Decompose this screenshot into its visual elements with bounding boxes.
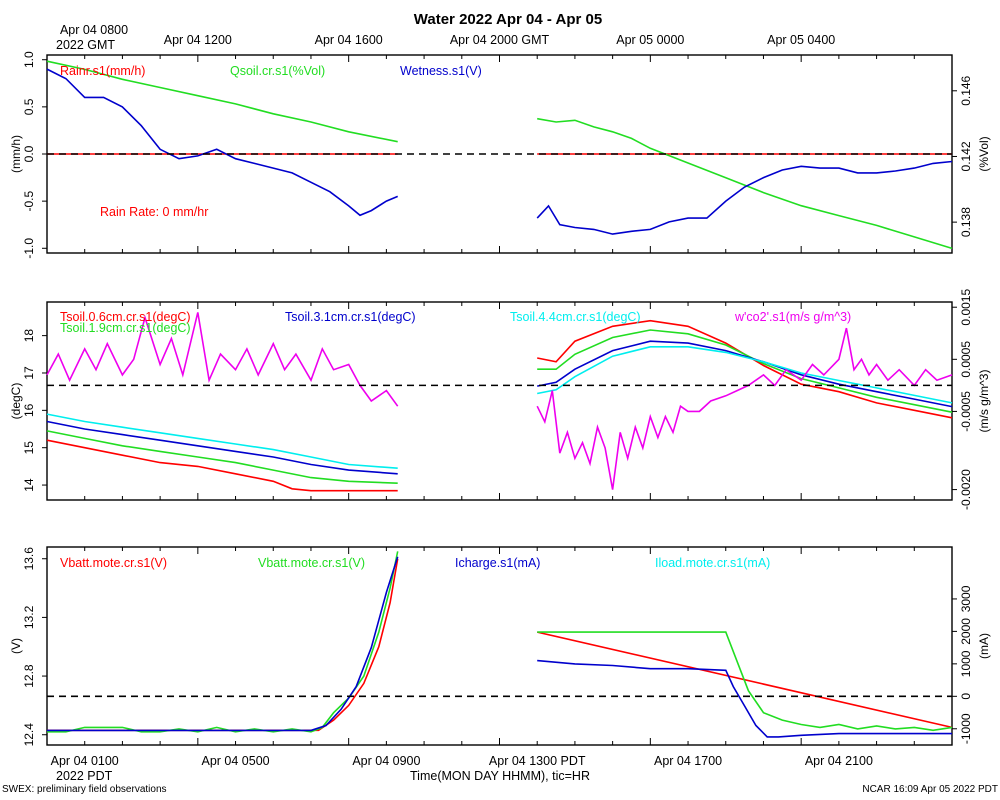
series-line	[46, 312, 399, 407]
legend-label: Tsoil.4.4cm.cr.s1(degC)	[510, 310, 641, 324]
right-y-tick-label: 2000	[959, 618, 973, 645]
top-year-label: 2022 GMT	[56, 38, 115, 52]
right-y-tick-label: 1000	[959, 650, 973, 677]
legend-label: Tsoil.1.9cm.cr.s1(degC)	[60, 321, 191, 335]
series-line	[46, 60, 398, 143]
left-y-tick-label: 15	[22, 441, 36, 455]
series-line	[537, 340, 953, 408]
series-line	[46, 430, 398, 484]
right-y-tick-label: 0.142	[959, 141, 973, 171]
top-time-label: Apr 04 2000 GMT	[450, 33, 550, 47]
left-y-tick-label: 16	[22, 403, 36, 417]
left-y-tick-label: 17	[22, 366, 36, 380]
footer-left-note: SWEX: preliminary field observations	[2, 784, 167, 795]
left-y-tick-label: 13.6	[22, 547, 36, 571]
panel-frame	[46, 546, 953, 746]
legend-label: w'co2'.s1(m/s g/m^3)	[734, 310, 851, 324]
series-line	[537, 345, 953, 404]
footer-right-note: NCAR 16:09 Apr 05 2022 PDT	[862, 784, 998, 795]
bottom-time-label: Apr 04 1300 PDT	[489, 754, 586, 768]
series-line	[537, 659, 952, 738]
series-line	[537, 319, 953, 419]
right-y-tick-label: 0.146	[959, 75, 973, 105]
rain-rate-annotation: Rain Rate: 0 mm/hr	[100, 205, 208, 219]
right-y-tick-label: 0.0005	[959, 341, 973, 378]
right-axis-label: (%Vol)	[977, 136, 991, 171]
legend-label: Vbatt.mote.cr.s1(V)	[258, 556, 365, 570]
left-y-tick-label: 1.0	[22, 51, 36, 68]
left-y-tick-label: -1.0	[22, 238, 36, 259]
series-line	[46, 68, 399, 217]
series-line	[536, 327, 953, 490]
bottom-time-label: Apr 04 0100	[51, 754, 119, 768]
series-line	[46, 439, 398, 492]
left-y-tick-label: 0.0	[22, 145, 36, 162]
chart-title: Water 2022 Apr 04 - Apr 05	[414, 11, 602, 28]
left-y-tick-label: 0.5	[22, 98, 36, 115]
top-gmt-time-labels: Apr 04 0800 Apr 04 1200 Apr 04 1600 Apr 04 …	[60, 23, 835, 47]
left-y-tick-label: -0.5	[22, 190, 36, 211]
top-time-label: Apr 05 0400	[767, 33, 835, 47]
legend-label: Vbatt.mote.cr.s1(V)	[60, 556, 167, 570]
left-y-tick-label: 14	[22, 478, 36, 492]
right-y-tick-label: 0.0015	[959, 289, 973, 326]
series-line	[537, 117, 953, 250]
series-line	[537, 329, 953, 413]
legend-label: Rainr.s1(mm/h)	[60, 64, 145, 78]
series-line	[47, 556, 399, 732]
series-line	[536, 160, 953, 235]
left-axis-label: (degC)	[9, 383, 23, 420]
bottom-time-label: Apr 04 1700	[654, 754, 722, 768]
legend-label: Iload.mote.cr.s1(mA)	[655, 556, 770, 570]
legend-label: Qsoil.cr.s1(%Vol)	[230, 64, 325, 78]
series-line	[537, 631, 953, 732]
bottom-pdt-time-labels: Apr 04 0100 Apr 04 0500 Apr 04 0900 Apr 04 …	[51, 754, 873, 768]
legend-label: Tsoil.0.6cm.cr.s1(degC)	[60, 310, 191, 324]
right-y-tick-label: -0.0005	[959, 391, 973, 432]
panel-water: 1.0 0.5 0.0 -0.5 -1.0 (mm/h) 0.146 0.142 0.138 (%…	[9, 51, 991, 259]
series-line	[46, 420, 398, 475]
right-y-tick-label: -0.0020	[959, 469, 973, 510]
bottom-time-label: Apr 04 2100	[805, 754, 873, 768]
panel-battery: 13.6 13.2 12.8 12.4 (V) 3000 2000 1000 0 -1000 (mA…	[9, 546, 991, 747]
left-axis-label: (mm/h)	[9, 135, 23, 173]
right-y-tick-label: 0.138	[959, 207, 973, 237]
legend-label: Tsoil.3.1cm.cr.s1(degC)	[285, 310, 416, 324]
legend-label: Icharge.s1(mA)	[455, 556, 540, 570]
top-time-label: Apr 04 0800	[60, 23, 128, 37]
left-y-tick-label: 12.4	[22, 723, 36, 747]
left-y-tick-label: 18	[22, 329, 36, 343]
right-y-tick-label: 3000	[959, 585, 973, 612]
right-y-tick-label: -1000	[959, 713, 973, 744]
series-line	[47, 551, 399, 733]
left-y-tick-label: 12.8	[22, 664, 36, 688]
right-axis-label: (m/s g/m^3)	[977, 370, 991, 433]
bottom-time-label: Apr 04 0900	[352, 754, 420, 768]
bottom-time-label: Apr 04 0500	[201, 754, 269, 768]
left-axis-label: (V)	[9, 638, 23, 654]
right-y-tick-label: 0	[959, 693, 973, 700]
top-time-label: Apr 04 1200	[164, 33, 232, 47]
chart-panels: 1.0 0.5 0.0 -0.5 -1.0 (mm/h) 0.146 0.142 0.138 (%…	[9, 51, 991, 746]
top-time-label: Apr 05 0000	[616, 33, 684, 47]
legend-label: Wetness.s1(V)	[400, 64, 482, 78]
top-time-label: Apr 04 1600	[315, 33, 383, 47]
series-line	[46, 413, 398, 469]
left-y-tick-label: 13.2	[22, 605, 36, 629]
bottom-year-label: 2022 PDT	[56, 769, 113, 783]
right-axis-label: (mA)	[977, 633, 991, 659]
panel-soil-temperature: 18 17 16 15 14 (degC) 0.0015 0.0005 -0.0005 -0.00…	[9, 289, 991, 510]
x-axis-label: Time(MON DAY HHMM), tic=HR	[410, 769, 590, 783]
